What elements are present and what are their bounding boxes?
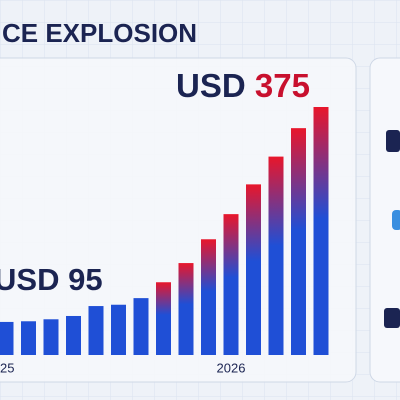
bar [178, 263, 194, 355]
bar [268, 156, 284, 355]
bar [201, 239, 216, 355]
bar [313, 107, 329, 355]
icon [392, 210, 400, 230]
bar [0, 321, 14, 355]
icon [384, 308, 400, 328]
annotation-prefix: USD [176, 67, 246, 104]
bar [88, 306, 104, 355]
annotation: USD 95 [0, 262, 103, 297]
annotations: USD 375 USD 95 [0, 67, 310, 297]
annotation-amount: 95 [68, 262, 102, 297]
x-tick-label: 2026 [217, 360, 246, 375]
x-tick-label: 25 [0, 360, 14, 375]
bar [21, 321, 36, 355]
bar [111, 304, 126, 355]
bar [66, 315, 81, 355]
annotation-amount: 375 [255, 67, 310, 104]
bar [43, 319, 59, 355]
bar [156, 282, 171, 355]
bar [223, 214, 239, 355]
annotation: USD 375 [176, 67, 310, 104]
chart-panel [0, 57, 357, 383]
bar [133, 298, 149, 355]
bar [291, 128, 306, 355]
annotation-prefix: USD [0, 262, 59, 297]
icon [386, 130, 400, 152]
chart-title: CE EXPLOSION [2, 18, 197, 48]
bar [246, 184, 261, 355]
